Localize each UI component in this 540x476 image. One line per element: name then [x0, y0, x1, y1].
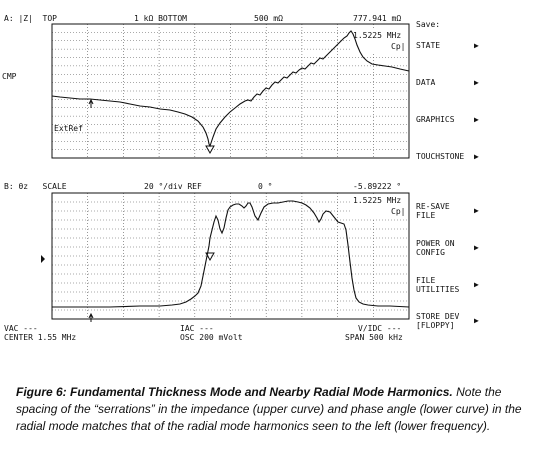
lower-ref-arrow-icon — [88, 312, 94, 322]
extref-label: ExtRef — [54, 124, 83, 133]
upper-cmp-label: CMP — [2, 72, 17, 81]
upper-marker-value: 777.941 mΩ — [353, 14, 402, 23]
chevron-right-icon: ▶ — [474, 115, 479, 124]
chevron-right-icon: ▶ — [474, 280, 479, 289]
lower-marker-triangle — [205, 252, 215, 262]
lower-header-label: B: θz SCALE — [4, 182, 67, 191]
softkey-poweron-line2: CONFIG — [416, 248, 445, 257]
chevron-right-icon: ▶ — [474, 206, 479, 215]
chevron-right-icon: ▶ — [474, 78, 479, 87]
trace-plots — [41, 23, 410, 322]
lower-marker-value: -5.89222 ° — [353, 182, 402, 191]
vac-label: VAC --- — [4, 324, 38, 333]
lower-scale-label: 20 °/div REF — [144, 182, 202, 191]
softkey-fileutil-line2: UTILITIES — [416, 285, 460, 294]
softkey-resave-line1: RE-SAVE — [416, 202, 450, 211]
impedance-trace — [51, 30, 410, 148]
save-menu-title: Save: — [416, 20, 441, 29]
upper-marker-triangle — [205, 145, 215, 155]
softkey-resave-line2: FILE — [416, 211, 436, 220]
softkey-storedev-line1: STORE DEV — [416, 312, 460, 321]
chevron-right-icon: ▶ — [474, 243, 479, 252]
lower-marker-param: Cp| — [391, 207, 406, 216]
softkey-state[interactable]: STATE ▶ — [416, 41, 526, 50]
softkey-state-label: STATE — [416, 41, 441, 50]
upper-marker-param: Cp| — [391, 42, 406, 51]
vidc-label: V/IDC --- — [358, 324, 402, 333]
lower-side-pointer-icon — [41, 255, 45, 263]
softkey-graphics[interactable]: GRAPHICS ▶ — [416, 115, 526, 124]
softkey-data-label: DATA — [416, 78, 436, 87]
upper-header-label: A: |Z| TOP — [4, 14, 57, 23]
softkey-power-on-config[interactable]: POWER ON CONFIG ▶ — [416, 239, 526, 257]
upper-marker-freq: 1.5225 MHz — [353, 31, 402, 40]
upper-bottom-value: 500 mΩ — [254, 14, 283, 23]
upper-ref-arrow-icon — [88, 98, 94, 108]
lower-ref-value: 0 ° — [258, 182, 273, 191]
softkey-store-dev[interactable]: STORE DEV [FLOPPY] ▶ — [416, 312, 526, 330]
chevron-right-icon: ▶ — [474, 41, 479, 50]
softkey-touchstone-label: TOUCHSTONE — [416, 152, 465, 161]
phase-angle-trace — [52, 200, 410, 308]
upper-scale-label: 1 kΩ BOTTOM — [134, 14, 187, 23]
upper-marker-box — [350, 28, 408, 52]
lower-marker-box — [350, 194, 408, 218]
iac-label: IAC --- — [180, 324, 214, 333]
span-value: SPAN 500 kHz — [345, 333, 403, 342]
softkey-resave-file[interactable]: RE-SAVE FILE ▶ — [416, 202, 526, 220]
chevron-right-icon: ▶ — [474, 316, 479, 325]
softkey-graphics-label: GRAPHICS — [416, 115, 455, 124]
softkey-storedev-line2: [FLOPPY] — [416, 321, 455, 330]
softkey-file-utilities[interactable]: FILE UTILITIES ▶ — [416, 276, 526, 294]
lower-grid — [52, 193, 409, 319]
softkey-poweron-line1: POWER ON — [416, 239, 455, 248]
osc-level: OSC 200 mVolt — [180, 333, 243, 342]
lower-marker-freq: 1.5225 MHz — [353, 196, 402, 205]
analyzer-screen: A: |Z| TOP 1 kΩ BOTTOM 500 mΩ 777.941 mΩ… — [2, 14, 526, 342]
figure-caption-text: Note the spacing of the “serrations” in … — [16, 385, 522, 433]
softkey-touchstone[interactable]: TOUCHSTONE ▶ — [416, 152, 526, 161]
chevron-right-icon: ▶ — [474, 152, 479, 161]
figure-caption: Figure 6: Fundamental Thickness Mode and… — [16, 384, 528, 435]
softkey-fileutil-line1: FILE — [416, 276, 436, 285]
figure-caption-title: Figure 6: Fundamental Thickness Mode and… — [16, 385, 453, 399]
center-frequency: CENTER 1.55 MHz — [4, 333, 77, 342]
softkey-data[interactable]: DATA ▶ — [416, 78, 526, 87]
